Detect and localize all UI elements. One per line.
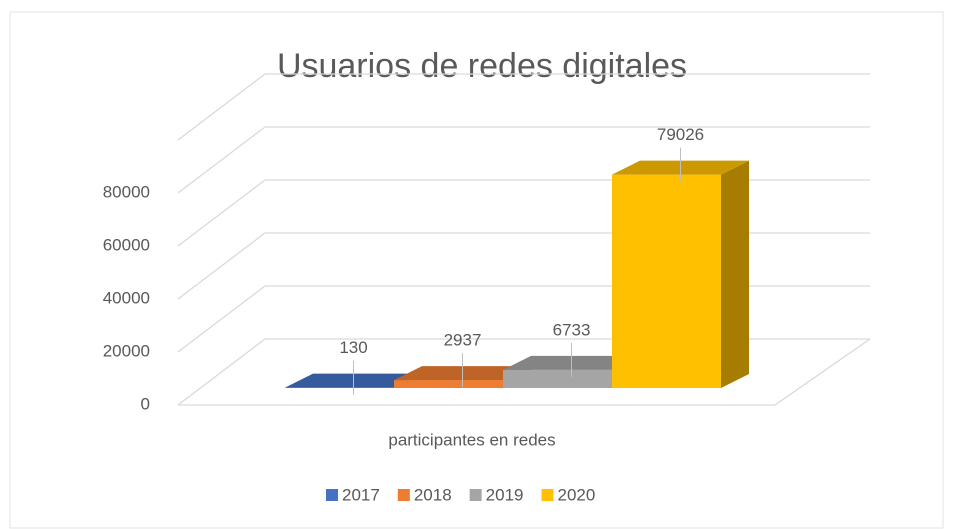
y-tick-label: 60000 xyxy=(103,235,150,254)
floor-line xyxy=(774,338,871,406)
legend-label: 2017 xyxy=(342,485,380,504)
chart-frame xyxy=(9,11,944,529)
legend-swatch xyxy=(397,489,410,501)
data-label: 130 xyxy=(339,338,367,357)
bar-side xyxy=(721,160,749,388)
bar xyxy=(394,380,503,388)
legend-label: 2018 xyxy=(414,485,452,504)
data-label: 2937 xyxy=(444,331,482,350)
y-tick-label: 40000 xyxy=(103,288,150,307)
grid-line xyxy=(177,73,870,141)
chart-title: Usuarios de redes digitales xyxy=(277,47,687,85)
x-tick-label: participantes en redes xyxy=(388,430,555,449)
y-tick-label: 0 xyxy=(141,394,150,413)
bar xyxy=(503,369,612,388)
legend-swatch xyxy=(541,489,554,501)
legend-label: 2019 xyxy=(486,485,524,504)
data-label: 6733 xyxy=(553,320,591,339)
bar xyxy=(612,174,721,388)
y-tick-label: 20000 xyxy=(103,341,150,360)
legend-swatch xyxy=(469,489,482,501)
legend-swatch xyxy=(326,489,338,501)
legend-label: 2020 xyxy=(557,485,595,504)
data-label: 79026 xyxy=(657,125,704,144)
grid-line xyxy=(177,126,870,194)
y-tick-label: 80000 xyxy=(103,182,150,201)
